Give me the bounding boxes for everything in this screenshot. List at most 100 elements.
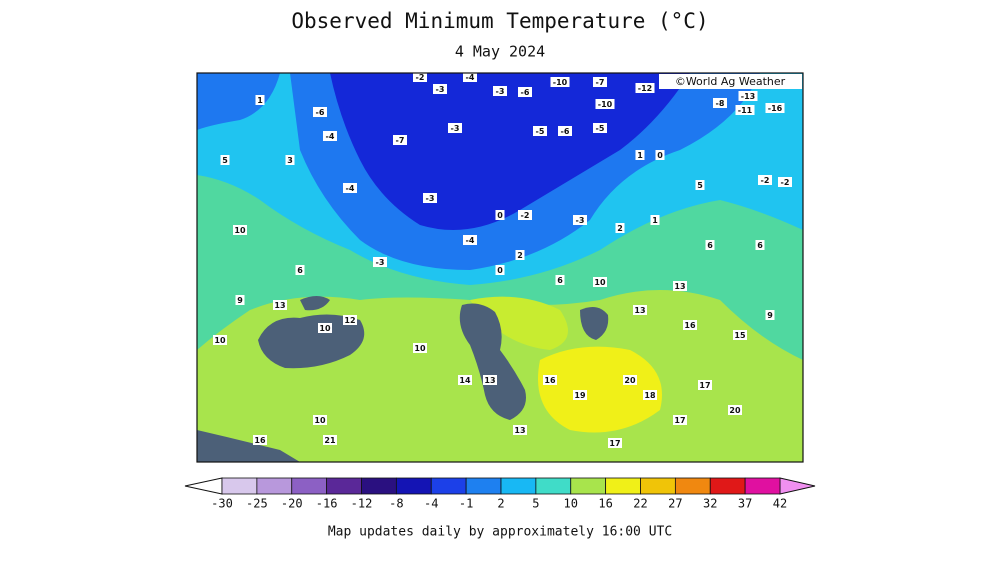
station-box bbox=[518, 210, 532, 220]
station-value: -7 bbox=[396, 136, 405, 145]
colorbar-label: 27 bbox=[668, 497, 682, 511]
station-box bbox=[765, 103, 785, 113]
station-value: -3 bbox=[426, 194, 435, 203]
station-box bbox=[213, 335, 227, 345]
station-box bbox=[518, 87, 532, 97]
station-box bbox=[650, 215, 660, 225]
colorbar-segment bbox=[674, 477, 711, 495]
colorbar-segment bbox=[570, 477, 607, 495]
station-box bbox=[323, 435, 337, 445]
station-box bbox=[698, 380, 712, 390]
station-box bbox=[655, 150, 665, 160]
station-value: 10 bbox=[319, 324, 331, 333]
station-value: -4 bbox=[466, 73, 475, 82]
station-value: 0 bbox=[657, 151, 663, 160]
station-value: 13 bbox=[514, 426, 525, 435]
station-value: 12 bbox=[344, 316, 355, 325]
region bbox=[538, 346, 662, 433]
station-value: 10 bbox=[234, 226, 246, 235]
station-box bbox=[463, 73, 477, 82]
region bbox=[197, 73, 280, 130]
colorbar-segment bbox=[395, 477, 432, 495]
colorbar-label: 16 bbox=[598, 497, 612, 511]
station-box bbox=[393, 135, 407, 145]
station-value: -3 bbox=[451, 124, 460, 133]
station-box bbox=[413, 343, 427, 353]
station-value: 1 bbox=[637, 151, 643, 160]
station-value: 13 bbox=[484, 376, 495, 385]
station-box bbox=[413, 73, 427, 82]
station-box bbox=[713, 98, 727, 108]
station-value: 14 bbox=[459, 376, 471, 385]
station-value: -2 bbox=[761, 176, 770, 185]
station-box bbox=[778, 177, 792, 187]
station-value: 10 bbox=[414, 344, 426, 353]
station-box bbox=[695, 180, 705, 190]
station-value: 9 bbox=[237, 296, 243, 305]
station-value: -5 bbox=[536, 127, 545, 136]
station-value: 10 bbox=[214, 336, 226, 345]
station-value: 13 bbox=[634, 306, 645, 315]
station-box bbox=[318, 323, 332, 333]
colorbar-label: -1 bbox=[459, 497, 473, 511]
map: -10 -7 -10 -12 -8 -11 -16 -13 -4 -2 -3 -3 -6 -5 -6 -5 -3… bbox=[197, 73, 803, 462]
station-value: 18 bbox=[644, 391, 656, 400]
colorbar-label: 2 bbox=[497, 497, 504, 511]
colorbar-label: -12 bbox=[351, 497, 373, 511]
station-value: 2 bbox=[617, 224, 623, 233]
station-box bbox=[323, 131, 337, 141]
station-box bbox=[555, 275, 565, 285]
station-value: 0 bbox=[497, 266, 503, 275]
credit: ©World Ag Weather bbox=[675, 75, 786, 88]
station-value: 16 bbox=[684, 321, 696, 330]
station-box bbox=[543, 375, 557, 385]
station-value: -5 bbox=[596, 124, 605, 133]
colorbar-segment bbox=[256, 477, 293, 495]
colorbar-label: -25 bbox=[246, 497, 268, 511]
station-value: -16 bbox=[768, 104, 783, 113]
station-box bbox=[558, 126, 572, 136]
station-value: 21 bbox=[324, 436, 336, 445]
station-box bbox=[738, 91, 758, 101]
station-value: 17 bbox=[609, 439, 620, 448]
station-box bbox=[423, 193, 437, 203]
station-box bbox=[313, 415, 327, 425]
station-box bbox=[593, 77, 607, 87]
station-box bbox=[550, 77, 570, 87]
colorbar-label: 42 bbox=[773, 497, 787, 511]
station-box bbox=[728, 405, 742, 415]
colorbar-label: -20 bbox=[281, 497, 303, 511]
station-value: 5 bbox=[222, 156, 228, 165]
station-box bbox=[633, 305, 647, 315]
station-value: 10 bbox=[594, 278, 606, 287]
station-box bbox=[273, 300, 287, 310]
colorbar-segment bbox=[361, 477, 397, 495]
station-value: -13 bbox=[741, 92, 755, 101]
region bbox=[470, 296, 568, 350]
station-box bbox=[253, 435, 267, 445]
station-value: 20 bbox=[729, 406, 741, 415]
stations: -10 -7 -10 -12 -8 -11 -16 -13 -4 -2 -3 -3 -6 -5 -6 -5 -3… bbox=[213, 73, 792, 448]
station-value: -11 bbox=[738, 106, 753, 115]
footer: Map updates daily by approximately 16:00… bbox=[328, 525, 672, 540]
station-box bbox=[673, 415, 687, 425]
station-box bbox=[573, 390, 587, 400]
station-box bbox=[235, 295, 245, 305]
station-box bbox=[608, 438, 622, 448]
credit-box bbox=[659, 74, 802, 89]
station-value: -2 bbox=[416, 73, 425, 82]
station-box bbox=[673, 281, 687, 291]
station-value: -3 bbox=[496, 87, 505, 96]
colorbar-segment bbox=[640, 477, 676, 495]
colorbar-segment bbox=[291, 477, 328, 495]
station-value: 1 bbox=[652, 216, 658, 225]
colorbar-segment bbox=[465, 477, 502, 495]
colorbar-segment bbox=[221, 477, 258, 495]
station-value: 6 bbox=[757, 241, 763, 250]
colorbar-label: -4 bbox=[424, 497, 438, 511]
station-value: 16 bbox=[544, 376, 556, 385]
station-box bbox=[343, 315, 357, 325]
station-value: -10 bbox=[598, 100, 613, 109]
station-box bbox=[533, 126, 547, 136]
